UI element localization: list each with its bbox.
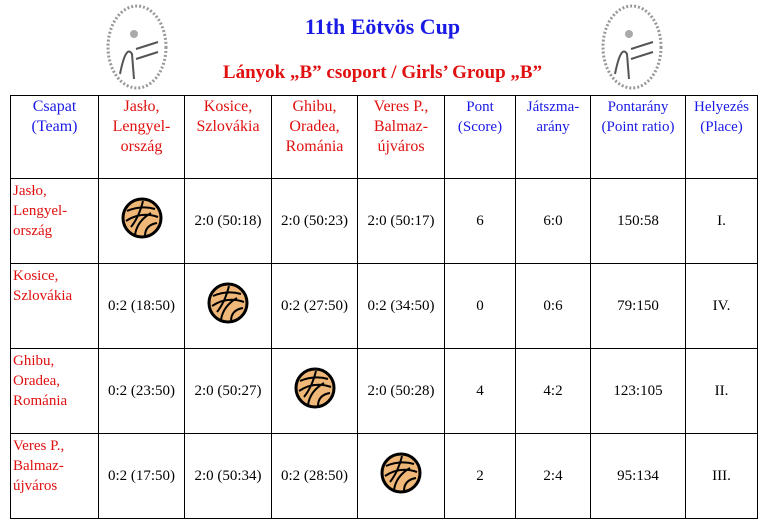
tournament-logo-right xyxy=(601,4,663,90)
header-row: Csapat (Team) Jasło, Lengyel-ország Kosi… xyxy=(10,95,758,179)
set-ratio: 4:2 xyxy=(515,348,591,434)
match-result: 0:2 (18:50) xyxy=(98,263,185,349)
header-team-3: Ghibu, Oradea, Románia xyxy=(271,95,358,179)
point-ratio: 95:134 xyxy=(590,433,686,519)
score: 4 xyxy=(444,348,516,434)
self-match-cell xyxy=(98,178,185,264)
volleyball-icon xyxy=(121,197,162,239)
results-table: Csapat (Team) Jasło, Lengyel-ország Kosi… xyxy=(10,95,758,519)
set-ratio: 0:6 xyxy=(515,263,591,349)
table-row: Veres P., Balmaz-újváros 0:2 (17:50) 2:0 (… xyxy=(10,433,758,519)
match-result: 0:2 (28:50) xyxy=(271,433,358,519)
match-result: 2:0 (50:17) xyxy=(357,178,445,264)
place: II. xyxy=(685,348,758,434)
point-ratio: 79:150 xyxy=(590,263,686,349)
table-row: Jasło, Lengyel-ország 2:0 (50:18) 2:0 (50:… xyxy=(10,178,758,264)
header-points: Pontarány (Point ratio) xyxy=(590,95,686,179)
match-result: 2:0 (50:28) xyxy=(357,348,445,434)
match-result: 2:0 (50:34) xyxy=(184,433,272,519)
score: 0 xyxy=(444,263,516,349)
self-match-cell xyxy=(271,348,358,434)
match-result: 2:0 (50:18) xyxy=(184,178,272,264)
match-result: 0:2 (23:50) xyxy=(98,348,185,434)
header-place: Helyezés (Place) xyxy=(685,95,758,179)
place: IV. xyxy=(685,263,758,349)
volleyball-icon xyxy=(294,367,335,409)
match-result: 0:2 (34:50) xyxy=(357,263,445,349)
match-result: 0:2 (17:50) xyxy=(98,433,185,519)
header-sets: Játszma-arány xyxy=(515,95,591,179)
score: 6 xyxy=(444,178,516,264)
point-ratio: 123:105 xyxy=(590,348,686,434)
score: 2 xyxy=(444,433,516,519)
header-team-2: Kosice, Szlovákia xyxy=(184,95,272,179)
volleyball-icon xyxy=(380,452,422,494)
match-result: 2:0 (50:27) xyxy=(184,348,272,434)
self-match-cell xyxy=(184,263,272,349)
team-name: Ghibu, Oradea, Románia xyxy=(10,348,99,434)
point-ratio: 150:58 xyxy=(590,178,686,264)
table-row: Kosice, Szlovákia 0:2 (18:50) 0:2 (27:50) 0… xyxy=(10,263,758,349)
team-name: Kosice, Szlovákia xyxy=(10,263,99,349)
header-team-1: Jasło, Lengyel-ország xyxy=(98,95,185,179)
volleyball-icon xyxy=(207,282,249,324)
match-result: 2:0 (50:23) xyxy=(271,178,358,264)
header-score: Pont (Score) xyxy=(444,95,516,179)
self-match-cell xyxy=(357,433,445,519)
page-title: 11th Eötvös Cup xyxy=(304,14,461,39)
header-team: Csapat (Team) xyxy=(10,95,99,179)
place: I. xyxy=(685,178,758,264)
table-row: Ghibu, Oradea, Románia 0:2 (23:50) 2:0 (50… xyxy=(10,348,758,434)
match-result: 0:2 (27:50) xyxy=(271,263,358,349)
page-subtitle: Lányok „B” csoport / Girls’ Group „B” xyxy=(222,62,543,83)
team-name: Veres P., Balmaz-újváros xyxy=(10,433,99,519)
tournament-logo-left xyxy=(106,4,168,90)
team-name: Jasło, Lengyel-ország xyxy=(10,178,99,264)
place: III. xyxy=(685,433,758,519)
set-ratio: 6:0 xyxy=(515,178,591,264)
header-team-4: Veres P., Balmaz-újváros xyxy=(357,95,445,179)
set-ratio: 2:4 xyxy=(515,433,591,519)
